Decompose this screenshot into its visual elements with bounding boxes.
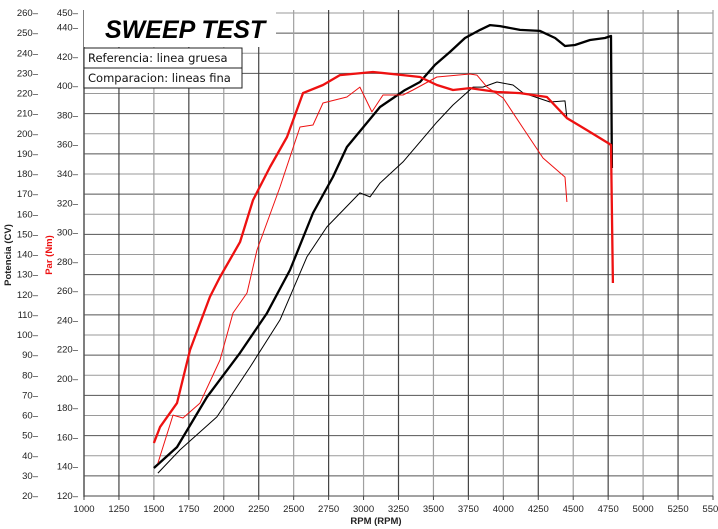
potencia-tick-label: 200– [17,129,39,140]
series-lines [152,23,615,474]
x-tick-label: 3750 [458,504,479,515]
potencia-tick-label: 140– [17,250,39,261]
potencia-tick-label: 50– [22,431,39,442]
potencia-tick-label: 170– [17,189,39,200]
x-tick-label: 4000 [493,504,514,515]
par-tick-label: 260– [57,286,79,297]
potencia-tick-label: 100– [17,330,39,341]
x-tick-label: 3500 [423,504,444,515]
potencia-tick-label: 110– [18,310,39,321]
x-tick-label: 1000 [73,504,94,515]
potencia-tick-label: 230– [17,68,39,79]
potencia-comparison-line [157,81,568,474]
title-box [84,10,276,47]
par-reference-line [152,70,615,444]
potencia-reference-line [153,23,614,469]
x-tick-label: 4750 [598,504,619,515]
par-tick-label: 160– [57,432,79,443]
legend: Referencia: linea gruesa Comparacion: li… [83,47,243,89]
y-axis-label-par: Par (Nm) [44,235,55,275]
potencia-tick-label: 190– [17,149,39,160]
potencia-tick-label: 80– [22,370,39,381]
par-tick-label: 180– [57,403,79,414]
x-tick-label: 1750 [178,504,199,515]
x-tick-label: 2250 [248,504,269,515]
y-axis-label-potencia: Potencia (CV) [3,224,14,286]
x-tick-label: 5500 [702,504,718,515]
potencia-tick-label: 70– [22,390,39,401]
x-tick-label: 2500 [283,504,304,515]
par-comparison-line [157,73,568,464]
potencia-tick-label: 90– [22,350,39,361]
x-tick-label: 2750 [318,504,339,515]
par-tick-label: 240– [57,315,79,326]
x-axis-label: RPM (RPM) [350,516,401,527]
par-tick-label: 420– [57,52,79,63]
par-tick-label: 400– [57,81,79,92]
potencia-tick-label: 20– [22,491,39,502]
potencia-tick-label: 210– [17,109,39,120]
potencia-tick-label: 260– [17,8,39,19]
par-tick-label: 320– [57,198,79,209]
potencia-tick-label: 130– [17,270,39,281]
x-tick-label: 4250 [528,504,549,515]
x-tick-label: 5000 [633,504,654,515]
axis-ticks: 20– 30– 40– 50– 60– 70– 80– 90– 100– 110– 120– 130–… [17,8,718,515]
potencia-tick-label: 250– [17,28,39,39]
x-tick-label: 1250 [108,504,129,515]
x-tick-label: 2000 [213,504,234,515]
par-tick-label: 440– [57,23,79,34]
x-tick-label: 3250 [388,504,409,515]
par-tick-label: 140– [57,462,79,473]
potencia-tick-label: 240– [17,48,39,59]
potencia-tick-label: 30– [22,471,39,482]
par-tick-label: 340– [57,169,79,180]
par-tick-label: 380– [57,110,79,121]
par-tick-label: 220– [57,345,79,356]
potencia-tick-label: 120– [17,290,39,301]
potencia-tick-label: 180– [17,169,39,180]
x-tick-label: 4500 [563,504,584,515]
legend-reference: Referencia: linea gruesa [88,51,228,65]
par-tick-label: 120– [57,491,79,502]
grid [84,10,714,497]
par-tick-label: 300– [57,228,79,239]
potencia-tick-label: 60– [22,411,39,422]
par-tick-label: 280– [57,257,79,268]
par-tick-label: 360– [57,140,79,151]
chart-title: SWEEP TEST [105,16,268,44]
potencia-tick-label: 150– [17,229,39,240]
potencia-tick-label: 40– [22,451,39,462]
potencia-tick-label: 220– [17,89,39,100]
par-tick-label: 200– [57,374,79,385]
legend-comparison: Comparacion: lineas fina [88,71,231,85]
par-tick-label: 450– [57,8,79,19]
potencia-tick-label: 160– [17,209,39,220]
x-tick-label: 5250 [667,504,688,515]
x-tick-label: 1500 [143,504,164,515]
x-tick-label: 3000 [353,504,374,515]
